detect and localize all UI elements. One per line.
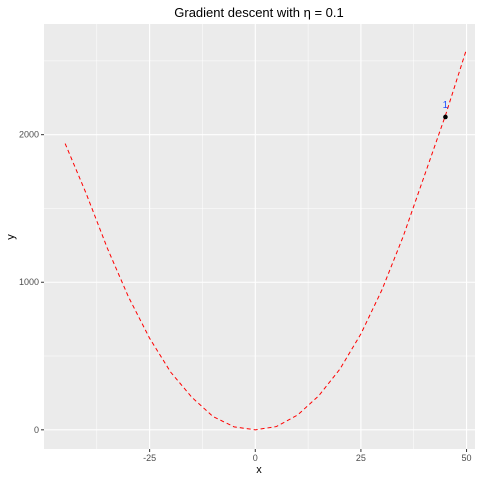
- x-tick-label: 25: [356, 453, 366, 463]
- x-tick-label: -25: [143, 453, 156, 463]
- data-point: [443, 114, 448, 120]
- x-axis-title: x: [256, 464, 262, 476]
- x-tick-label: 50: [462, 453, 472, 463]
- series-layer: [64, 48, 468, 431]
- x-tick-label: 0: [253, 453, 258, 463]
- y-axis-title: y: [5, 234, 17, 240]
- point-label: 1: [443, 100, 449, 111]
- y-tick-label: 0: [34, 425, 39, 435]
- y-tick-label: 1000: [19, 277, 39, 287]
- x-axis-ticks: -25 0 25 50: [143, 449, 472, 463]
- points-layer: 1: [443, 100, 449, 120]
- plot-panel: [44, 24, 475, 449]
- series-line: [64, 48, 468, 431]
- y-tick-label: 2000: [19, 130, 39, 140]
- y-axis-ticks: 0 1000 2000: [19, 130, 44, 435]
- chart-title: Gradient descent with η = 0.1: [174, 5, 343, 20]
- grid-lines: [44, 24, 475, 449]
